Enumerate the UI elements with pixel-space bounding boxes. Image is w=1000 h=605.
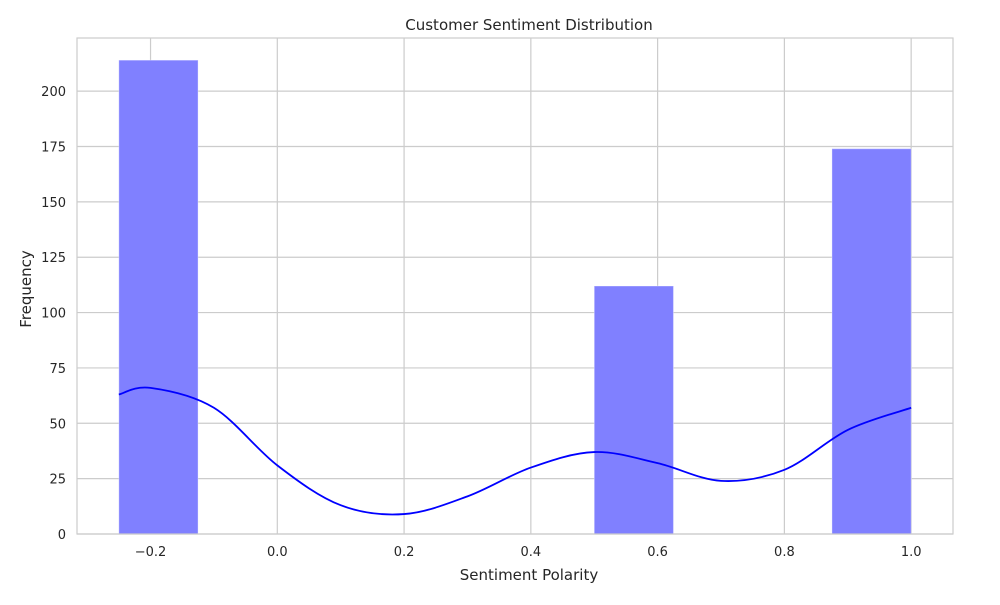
histogram-bar (118, 59, 199, 535)
chart-title: Customer Sentiment Distribution (405, 16, 652, 34)
histogram-bars (118, 59, 912, 535)
y-tick-label: 200 (41, 85, 66, 100)
kde-curve-group (118, 386, 912, 516)
x-tick-label: −0.2 (135, 545, 167, 560)
histogram-bar (593, 285, 674, 535)
y-tick-label: 25 (49, 473, 66, 488)
x-axis-label: Sentiment Polarity (460, 566, 599, 584)
y-tick-label: 100 (41, 307, 66, 322)
x-tick-label: 0.2 (394, 545, 415, 560)
y-axis-label: Frequency (17, 250, 35, 328)
y-tick-label: 0 (58, 528, 66, 543)
y-tick-label: 175 (41, 141, 66, 156)
x-tick-label: 0.6 (647, 545, 668, 560)
y-tick-label: 50 (49, 417, 66, 432)
y-tick-label: 75 (49, 362, 66, 377)
x-tick-label: 0.8 (774, 545, 795, 560)
plot-frame (76, 37, 954, 535)
x-tick-label: 0.4 (521, 545, 542, 560)
x-tick-label: 1.0 (901, 545, 922, 560)
kde-curve (118, 386, 912, 516)
y-tick-label: 125 (41, 251, 66, 266)
histogram-bar (831, 148, 912, 535)
plot-border (76, 37, 954, 535)
x-tick-label: 0.0 (267, 545, 288, 560)
tick-labels: −0.2 0.0 0.2 0.4 0.6 0.8 1.0 0 25 50 75 100 125 150 17… (41, 85, 921, 560)
y-tick-label: 150 (41, 196, 66, 211)
grid (77, 38, 953, 535)
